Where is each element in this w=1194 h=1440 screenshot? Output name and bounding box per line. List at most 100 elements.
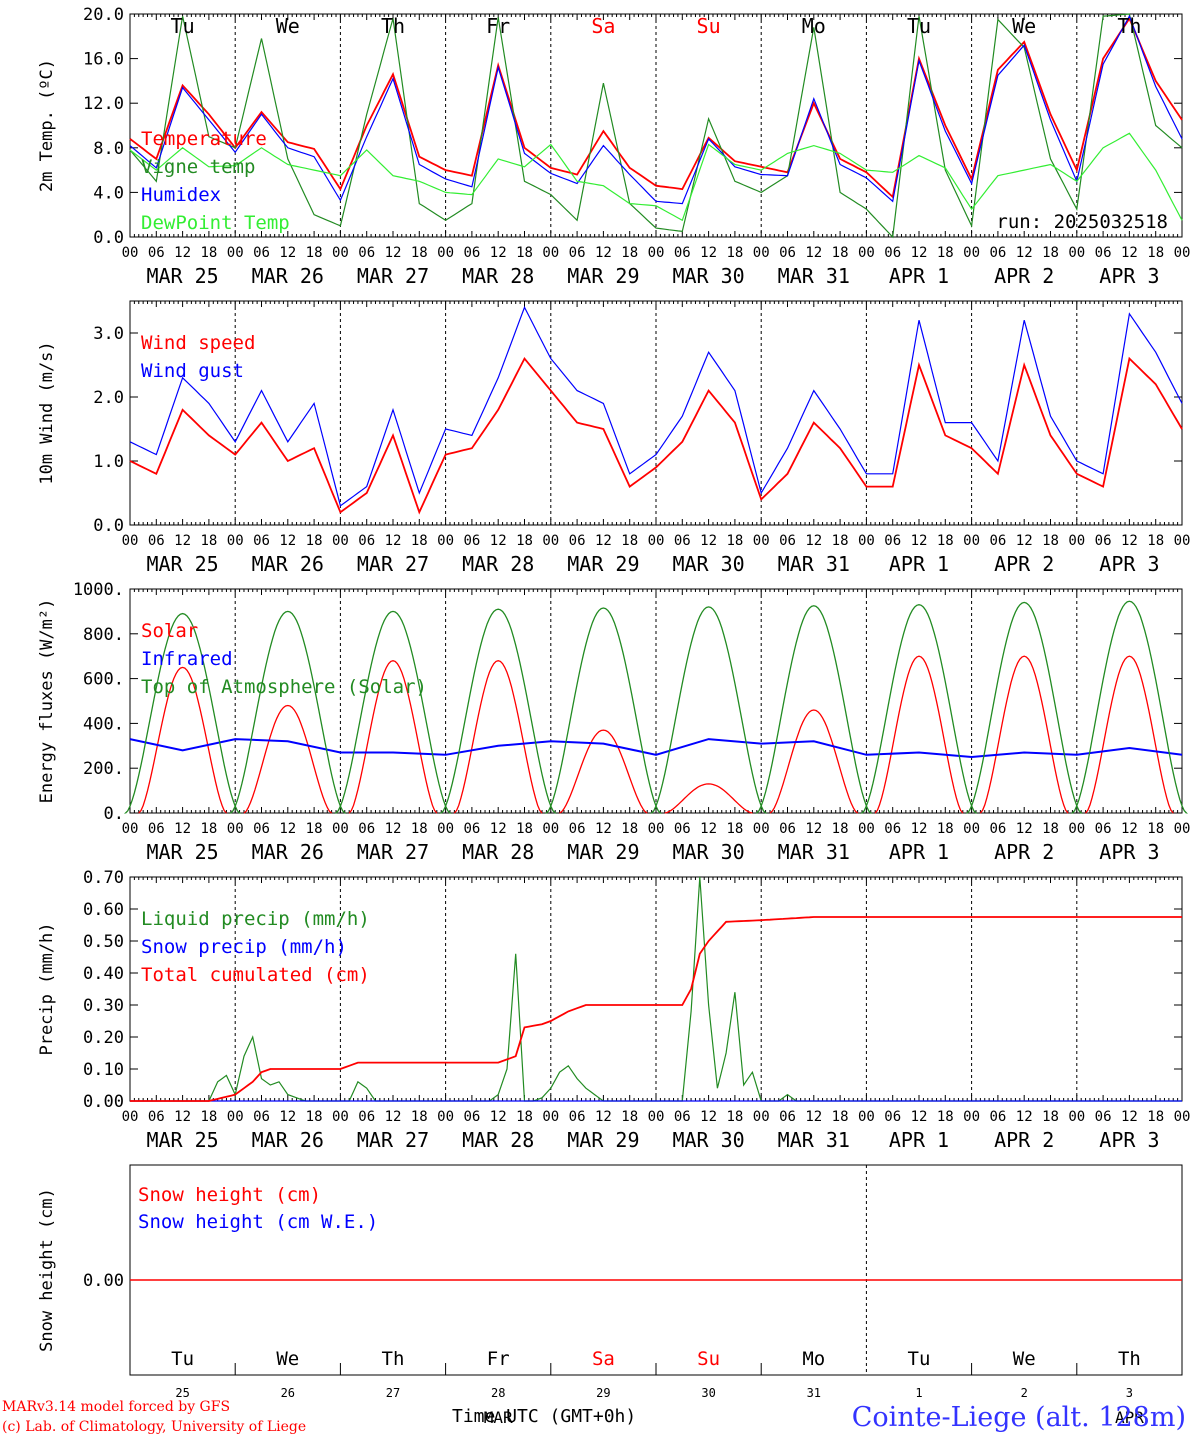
- month-label: APR: [1115, 1408, 1144, 1427]
- hour-tick-label: 06: [569, 533, 586, 549]
- hour-tick-label: 18: [726, 821, 743, 837]
- date-label: MAR 26: [252, 552, 324, 576]
- hour-tick-label: 18: [937, 1109, 954, 1125]
- series-infrared: [129, 738, 1183, 759]
- hour-tick-label: 06: [358, 245, 375, 261]
- hour-tick-label: 12: [805, 1109, 822, 1125]
- hour-tick-label: 00: [542, 533, 559, 549]
- hour-tick-label: 18: [200, 245, 217, 261]
- y-tick-label: 0.30: [83, 996, 124, 1016]
- hour-tick-label: 18: [306, 821, 323, 837]
- legend-item: Total cumulated (cm): [141, 964, 370, 986]
- month-label: MAR: [484, 1408, 513, 1427]
- hour-tick-label: 12: [911, 1109, 928, 1125]
- hour-tick-label: 06: [989, 533, 1006, 549]
- date-label: MAR 29: [567, 1128, 639, 1152]
- hour-tick-label: 18: [726, 245, 743, 261]
- hour-tick-label: 12: [490, 245, 507, 261]
- y-tick-label: 1000.: [73, 580, 124, 600]
- date-label: MAR 28: [462, 552, 534, 576]
- day-number-label: 29: [596, 1386, 610, 1400]
- hour-tick-label: 18: [726, 1109, 743, 1125]
- hour-tick-label: 06: [253, 245, 270, 261]
- legend-item: Wind gust: [141, 360, 244, 382]
- date-label: APR 2: [994, 552, 1054, 576]
- hour-tick-label: 18: [306, 533, 323, 549]
- date-label: APR 1: [889, 552, 949, 576]
- hour-tick-label: 18: [516, 821, 533, 837]
- date-label: MAR 30: [672, 840, 744, 864]
- weekday-label: We: [1013, 1348, 1036, 1370]
- hour-tick-label: 12: [490, 533, 507, 549]
- hour-tick-label: 06: [884, 245, 901, 261]
- legend-item: Wind speed: [141, 332, 255, 354]
- hour-tick-label: 00: [1068, 245, 1085, 261]
- date-label: MAR 26: [252, 264, 324, 288]
- hour-tick-label: 00: [122, 245, 139, 261]
- y-tick-label: 0.70: [83, 868, 124, 888]
- date-label: MAR 29: [567, 552, 639, 576]
- series-wind-speed: [129, 356, 1183, 515]
- hour-tick-label: 06: [884, 821, 901, 837]
- hour-tick-label: 06: [358, 533, 375, 549]
- hour-tick-label: 18: [1147, 821, 1164, 837]
- hour-tick-label: 00: [437, 821, 454, 837]
- y-tick-label: 8.0: [93, 139, 124, 159]
- hour-tick-label: 00: [227, 1109, 244, 1125]
- hour-tick-label: 12: [174, 821, 191, 837]
- legend-item: Snow precip (mm/h): [141, 936, 347, 958]
- model-credit: MARv3.14 model forced by GFS: [2, 1399, 231, 1415]
- run-label: run: 2025032518: [996, 211, 1168, 233]
- series-total-cumulated-cm-: [130, 916, 1182, 1102]
- hour-tick-label: 06: [989, 245, 1006, 261]
- hour-tick-label: 18: [1042, 245, 1059, 261]
- hour-tick-label: 06: [463, 533, 480, 549]
- series-temperature: [129, 16, 1183, 199]
- date-label: MAR 26: [252, 840, 324, 864]
- date-label: MAR 25: [146, 840, 218, 864]
- hour-tick-label: 06: [779, 821, 796, 837]
- hour-tick-label: 06: [884, 1109, 901, 1125]
- hour-tick-label: 12: [385, 1109, 402, 1125]
- hour-tick-label: 18: [726, 533, 743, 549]
- y-axis-label: 10m Wind (m/s): [37, 341, 57, 484]
- hour-tick-label: 18: [411, 821, 428, 837]
- weekday-label: Mo: [802, 14, 826, 38]
- weekday-label: Tu: [171, 1348, 194, 1370]
- hour-tick-label: 12: [595, 533, 612, 549]
- hour-tick-label: 00: [963, 821, 980, 837]
- hour-tick-label: 12: [700, 245, 717, 261]
- series-solar: [138, 655, 1174, 814]
- hour-tick-label: 18: [200, 821, 217, 837]
- day-number-label: 25: [175, 1386, 189, 1400]
- hour-tick-label: 06: [884, 533, 901, 549]
- y-tick-label: 600.: [83, 670, 124, 690]
- hour-tick-label: 12: [805, 245, 822, 261]
- hour-tick-label: 06: [148, 821, 165, 837]
- hour-tick-label: 12: [279, 245, 296, 261]
- hour-tick-label: 00: [963, 533, 980, 549]
- hour-tick-label: 06: [1095, 245, 1112, 261]
- y-tick-label: 0.0: [93, 228, 124, 248]
- weekday-label: Th: [382, 1348, 405, 1370]
- legend-item: Infrared: [141, 648, 233, 670]
- hour-tick-label: 06: [463, 245, 480, 261]
- hour-tick-label: 00: [332, 245, 349, 261]
- hour-tick-label: 00: [332, 1109, 349, 1125]
- y-tick-label: 400.: [83, 714, 124, 734]
- hour-tick-label: 00: [753, 821, 770, 837]
- y-tick-label: 200.: [83, 759, 124, 779]
- hour-tick-label: 00: [1174, 245, 1191, 261]
- legend-item: Temperature: [141, 128, 267, 150]
- hour-tick-label: 12: [805, 821, 822, 837]
- hour-tick-label: 12: [595, 245, 612, 261]
- weekday-label: Tu: [907, 14, 931, 38]
- hour-tick-label: 18: [411, 1109, 428, 1125]
- hour-tick-label: 00: [437, 533, 454, 549]
- weekday-label: Su: [697, 14, 721, 38]
- legend-item: Top of Atmosphere (Solar): [141, 676, 427, 698]
- legend-item: Snow height (cm): [138, 1184, 321, 1206]
- hour-tick-label: 12: [1121, 533, 1138, 549]
- weekday-label: Mo: [802, 1348, 825, 1370]
